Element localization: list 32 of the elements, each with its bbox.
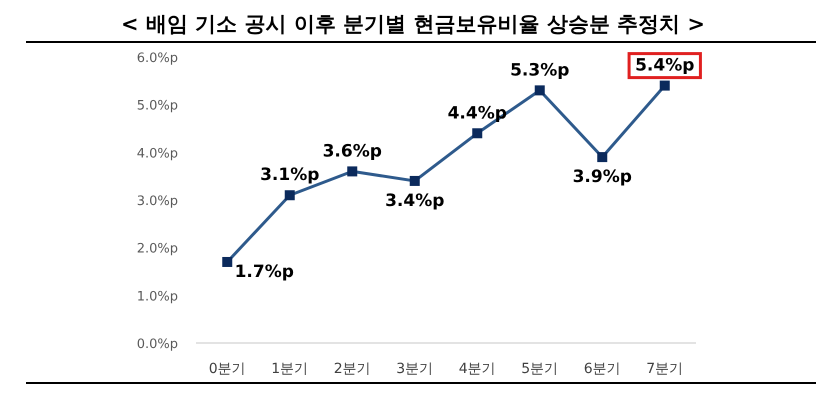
chart-title: < 배임 기소 공시 이후 분기별 현금보유비율 상승분 추정치 > bbox=[121, 12, 705, 36]
data-label: 1.7%p bbox=[234, 262, 294, 282]
point bbox=[347, 166, 358, 176]
x-tick-label: 3분기 bbox=[396, 361, 434, 377]
point bbox=[472, 128, 482, 138]
y-tick-label: 0.0%p bbox=[136, 337, 178, 352]
point bbox=[597, 152, 608, 162]
data-label: 3.9%p bbox=[572, 167, 632, 188]
y-tick-label: 5.0%p bbox=[136, 98, 178, 114]
point bbox=[534, 85, 545, 96]
y-tick-label: 3.0%p bbox=[136, 194, 178, 209]
point bbox=[284, 190, 295, 200]
data-label: 4.4%p bbox=[448, 103, 507, 124]
x-tick-label: 7분기 bbox=[646, 361, 684, 377]
x-tick-label: 5분기 bbox=[521, 361, 558, 377]
x-tick-label: 6분기 bbox=[584, 361, 621, 377]
x-tick-label: 4분기 bbox=[458, 361, 496, 377]
data-label: 3.4%p bbox=[385, 190, 444, 211]
y-tick-label: 6.0%p bbox=[136, 51, 178, 66]
data-label: 3.6%p bbox=[322, 141, 382, 162]
point bbox=[660, 80, 670, 91]
x-tick-label: 2분기 bbox=[334, 361, 371, 377]
data-label: 5.4%p bbox=[635, 56, 694, 76]
point bbox=[410, 176, 420, 186]
point bbox=[222, 256, 232, 267]
data-label: 3.1%p bbox=[260, 165, 320, 186]
y-tick-label: 2.0%p bbox=[136, 242, 178, 257]
x-tick-label: 0분기 bbox=[208, 361, 246, 377]
y-tick-label: 1.0%p bbox=[136, 289, 178, 304]
x-tick-label: 1분기 bbox=[271, 361, 308, 377]
y-tick-label: 4.0%p bbox=[136, 146, 178, 162]
data-label: 5.3%p bbox=[510, 60, 570, 80]
